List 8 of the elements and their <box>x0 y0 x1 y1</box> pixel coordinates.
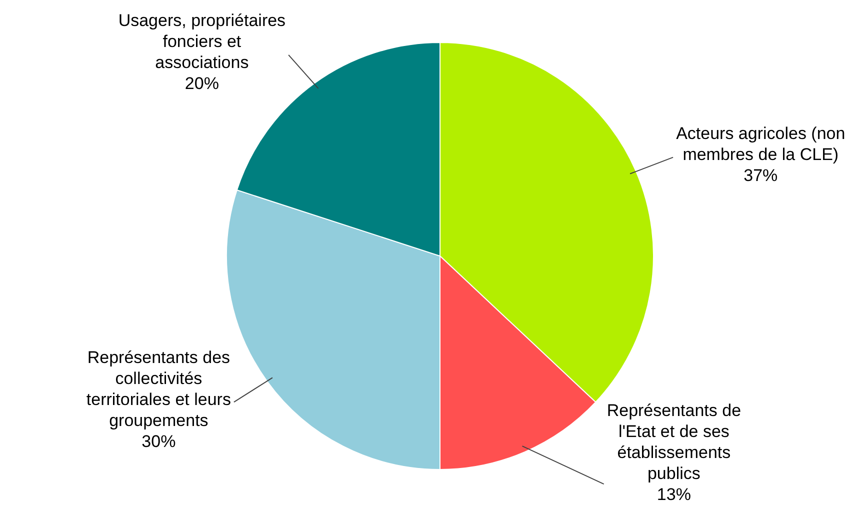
slice-label: Représentants de l'Etat et de ses établissements publics <box>606 401 742 484</box>
data-label: 37% <box>744 166 778 185</box>
slice-label: Représentants des collectivités territoriales et leurs groupements <box>86 348 231 430</box>
data-label: 13% <box>656 485 691 504</box>
data-label: 20% <box>184 74 219 94</box>
slice-label: Acteurs agricoles (non membres de la CLE) <box>676 124 846 164</box>
slice-label: Usagers, propriétaires fonciers et associations <box>118 11 286 72</box>
data-label: 30% <box>142 432 176 451</box>
